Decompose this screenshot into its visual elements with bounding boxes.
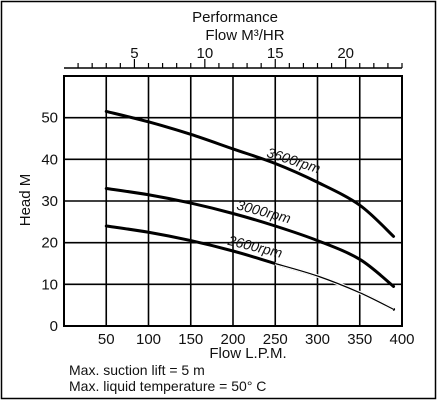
y-axis-ticks: 0 10 20 30 40 50	[41, 110, 58, 335]
curve-3000rpm	[104, 187, 396, 288]
top-axis-tick-label: 20	[337, 45, 354, 62]
x-tick-label: 50	[98, 331, 115, 348]
y-tick-label: 0	[50, 318, 58, 335]
y-tick-label: 40	[41, 151, 58, 168]
top-axis: 5 10 15 20	[64, 45, 403, 69]
note-suction-lift: Max. suction lift = 5 m	[69, 362, 205, 378]
x-tick-label: 150	[178, 331, 203, 348]
top-axis-label: Flow M³/HR	[205, 27, 284, 44]
y-tick-label: 20	[41, 235, 58, 252]
x-axis-label: Flow L.P.M.	[209, 345, 286, 362]
y-axis-label: Head M	[17, 174, 34, 227]
x-tick-label: 350	[347, 331, 372, 348]
curve-3600rpm	[104, 109, 396, 238]
chart-title: Performance	[192, 9, 278, 26]
top-axis-tick-label: 5	[130, 45, 138, 62]
x-tick-label: 400	[389, 331, 414, 348]
plot-frame	[63, 75, 403, 327]
x-tick-label: 250	[263, 331, 288, 348]
curve-tail-2600rpm	[275, 262, 394, 310]
y-tick-label: 30	[41, 193, 58, 210]
x-tick-label: 200	[220, 331, 245, 348]
top-axis-tick-label: 15	[267, 45, 284, 62]
x-axis-ticks: 50 100 150 200 250 300 350 400	[98, 331, 415, 348]
x-tick-label: 100	[136, 331, 161, 348]
y-tick-label: 50	[41, 110, 58, 127]
top-axis-tick-label: 10	[196, 45, 213, 62]
x-tick-label: 300	[305, 331, 330, 348]
y-tick-label: 10	[41, 276, 58, 293]
note-liquid-temperature: Max. liquid temperature = 50° C	[69, 378, 266, 394]
grid	[64, 76, 402, 326]
